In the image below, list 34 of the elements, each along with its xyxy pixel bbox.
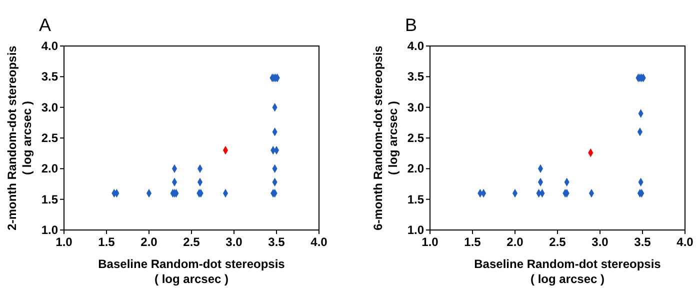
x-tick-label: 4.0 (676, 235, 694, 249)
y-tick-label: 2.0 (407, 162, 424, 176)
y-tick-label: 3.0 (407, 100, 424, 114)
y-tick-label: 3.5 (41, 70, 58, 84)
y-tick-label: 1.0 (41, 223, 58, 237)
y-tick-label: 1.5 (407, 192, 424, 206)
x-tick-label: 4.0 (310, 235, 328, 249)
y-axis-title: 2-month Random-dot stereopsis ( log arcsec ) (5, 45, 34, 230)
y-axis-title: 6-month Random-dot stereopsis ( log arcsec ) (371, 45, 400, 230)
x-tick-label: 2.5 (183, 235, 200, 249)
x-tick-label: 2.0 (506, 235, 524, 249)
x-tick-label: 3.5 (634, 235, 652, 249)
x-axis-title: Baseline Random-dot stereopsis ( log arcsec ) (98, 257, 286, 286)
x-axis-title: Baseline Random-dot stereopsis ( log arcsec ) (474, 257, 662, 286)
y-tick-label: 3.5 (407, 70, 424, 84)
chart-title: B (404, 14, 418, 35)
y-tick-label: 1.0 (407, 223, 424, 237)
y-tick-label: 2.5 (407, 131, 424, 145)
y-tick-label: 2.5 (41, 131, 58, 145)
x-tick-label: 1.0 (422, 235, 439, 249)
y-tick-label: 1.5 (41, 192, 58, 206)
x-tick-label: 1.5 (464, 235, 482, 249)
x-tick-label: 3.5 (268, 235, 286, 249)
x-tick-label: 1.5 (98, 235, 116, 249)
x-tick-label: 3.0 (226, 235, 243, 249)
y-tick-label: 2.0 (41, 162, 58, 176)
y-tick-label: 4.0 (407, 39, 424, 53)
x-tick-label: 1.0 (56, 235, 73, 249)
y-tick-label: 3.0 (41, 100, 58, 114)
y-tick-label: 4.0 (41, 39, 58, 53)
x-tick-label: 2.0 (140, 235, 158, 249)
chart-title: A (38, 14, 52, 35)
x-tick-label: 3.0 (592, 235, 609, 249)
x-tick-label: 2.5 (549, 235, 566, 249)
